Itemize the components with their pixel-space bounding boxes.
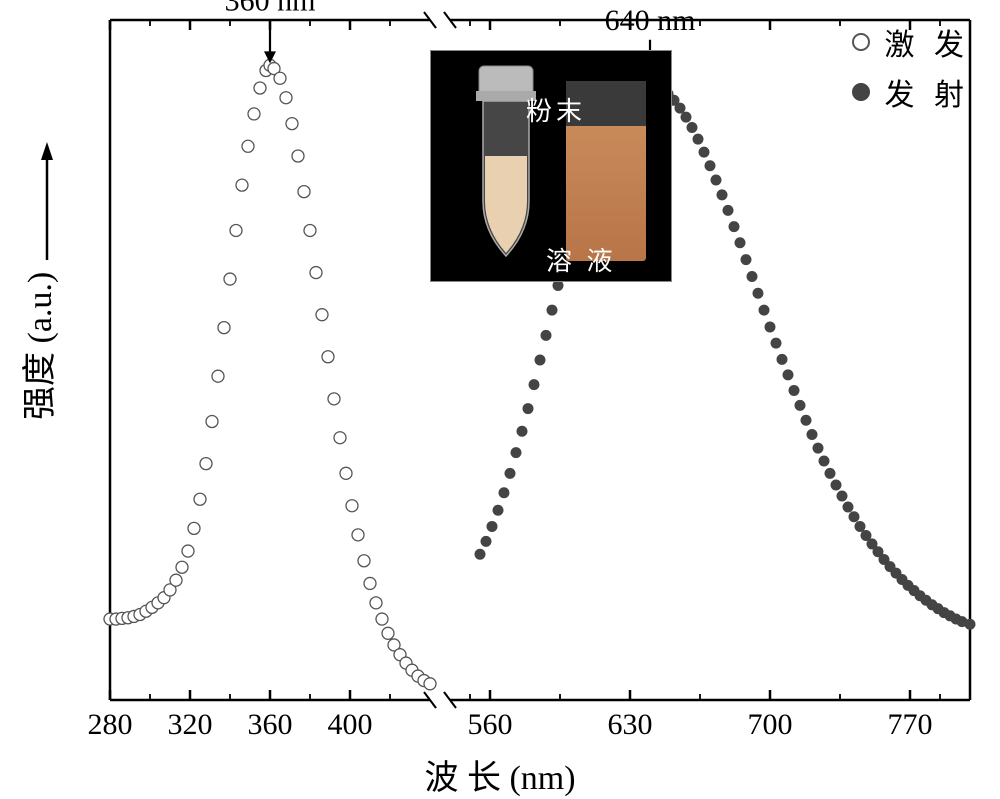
- x-tick-label: 280: [88, 708, 133, 741]
- x-axis-label: 波 长 (nm): [424, 760, 575, 797]
- y-axis-label: 强度 (a.u.): [22, 272, 59, 420]
- inset-label-solution: 溶 液: [546, 241, 617, 278]
- open-circle-icon: [849, 30, 873, 54]
- y-axis-arrow: [37, 140, 57, 260]
- legend-item-excitation: 激 发: [849, 20, 971, 64]
- x-tick-label: 770: [888, 708, 933, 741]
- legend: 激 发 发 射: [849, 20, 971, 114]
- chart-container: 280 320 360 400 560 630 700 770 360 nm 640 nm 强度 …: [0, 0, 1000, 794]
- legend-item-emission: 发 射: [849, 70, 971, 114]
- x-tick-label: 700: [748, 708, 793, 741]
- inset-label-powder: 粉末: [526, 91, 586, 128]
- peak-label-excitation: 360 nm: [225, 0, 316, 17]
- x-tick-label: 360: [248, 708, 293, 741]
- legend-label-excitation: 激 发: [885, 20, 971, 64]
- inset-photo: 粉末 溶 液: [430, 50, 672, 282]
- x-tick-label: 630: [608, 708, 653, 741]
- y-axis-label-group: 强度 (a.u.): [12, 140, 61, 420]
- x-tick-label: 320: [168, 708, 213, 741]
- x-tick-label: 400: [328, 708, 373, 741]
- x-tick-label: 560: [468, 708, 513, 741]
- x-axis-label-wrap: 波 长 (nm): [0, 750, 1000, 799]
- legend-label-emission: 发 射: [885, 70, 971, 114]
- series-excitation: [104, 59, 436, 689]
- filled-circle-icon: [849, 80, 873, 104]
- peak-label-emission: 640 nm: [605, 4, 696, 37]
